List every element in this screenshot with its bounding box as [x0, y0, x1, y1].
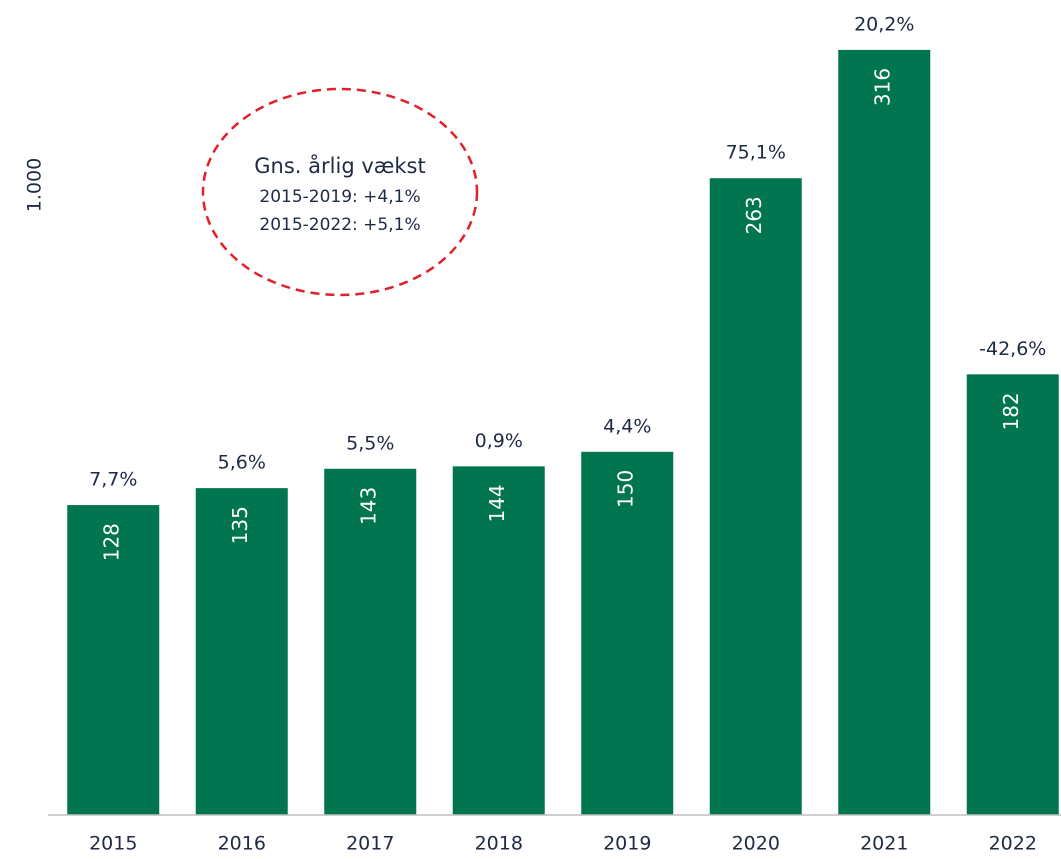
growth-label: -42,6% — [979, 338, 1046, 360]
x-tick-label: 2018 — [475, 833, 523, 855]
bar — [966, 374, 1059, 815]
growth-label: 7,7% — [89, 469, 137, 491]
bar — [452, 466, 545, 815]
growth-label: 20,2% — [854, 13, 914, 35]
bar — [324, 468, 417, 815]
x-tick-label: 2022 — [989, 833, 1037, 855]
bar — [67, 505, 160, 815]
value-label: 128 — [100, 523, 124, 561]
value-label: 144 — [485, 484, 509, 522]
x-tick-label: 2017 — [346, 833, 394, 855]
growth-label: 0,9% — [475, 430, 523, 452]
callout-ellipse — [201, 87, 479, 297]
x-tick-label: 2020 — [732, 833, 780, 855]
growth-label: 5,6% — [218, 452, 266, 474]
bar — [581, 451, 674, 815]
growth-label: 4,4% — [603, 415, 651, 437]
x-tick-label: 2016 — [218, 833, 266, 855]
growth-label: 75,1% — [726, 142, 786, 164]
bar — [195, 488, 288, 815]
x-tick-label: 2021 — [860, 833, 908, 855]
value-label: 263 — [742, 196, 766, 234]
x-tick-label: 2015 — [89, 833, 137, 855]
callout-line: 2015-2022: +5,1% — [259, 215, 420, 235]
value-label: 316 — [871, 68, 895, 106]
value-label: 150 — [614, 470, 638, 508]
value-label: 135 — [228, 506, 252, 544]
bar — [838, 49, 931, 815]
callout-line: 2015-2019: +4,1% — [259, 187, 420, 207]
y-axis-label: 1.000 — [24, 158, 46, 212]
value-label: 182 — [999, 392, 1023, 430]
value-label: 143 — [357, 487, 381, 525]
callout-title: Gns. årlig vækst — [254, 153, 425, 178]
bar — [709, 178, 802, 816]
growth-label: 5,5% — [346, 432, 394, 454]
x-tick-label: 2019 — [603, 833, 651, 855]
